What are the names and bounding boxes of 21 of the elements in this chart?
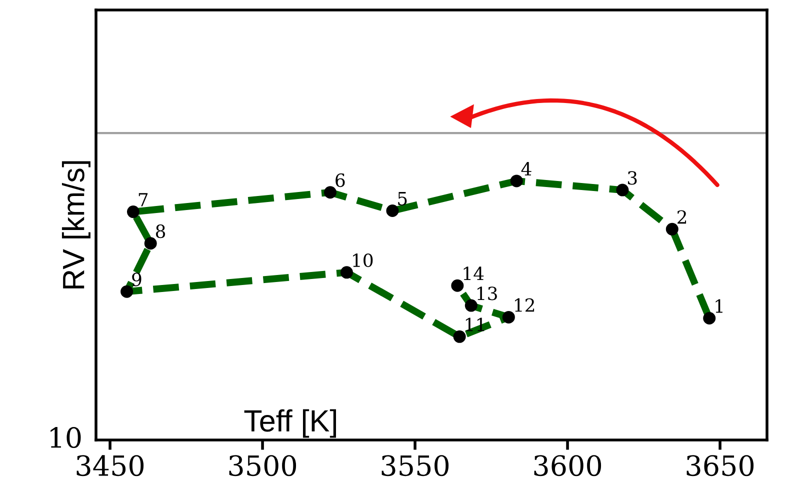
annotation: 5	[398, 192, 407, 206]
annotation: 1	[716, 299, 722, 313]
annotation: 8	[156, 224, 166, 238]
annotation: 3	[628, 171, 637, 185]
annotation: 7	[138, 193, 148, 206]
y-axis-title: RV [km/s]	[62, 161, 90, 288]
annotation: 12	[515, 298, 534, 312]
annotation: 13	[478, 286, 497, 300]
annotation: 10	[353, 253, 373, 268]
annotation: 14	[464, 266, 484, 280]
x-tick-label: 3450	[76, 455, 144, 476]
annotation: 9	[132, 272, 142, 286]
x-tick-label: 3600	[534, 455, 602, 476]
x-tick-label: 3500	[229, 455, 296, 476]
annotation: 2	[678, 210, 686, 224]
text: 10	[50, 427, 81, 448]
x-tick-label: 3650	[686, 455, 754, 476]
annotation: 6	[336, 173, 345, 188]
x-tick-label: 3550	[382, 455, 449, 476]
annotation: 4	[521, 162, 532, 176]
x-axis-title: Teff [K]	[244, 409, 336, 438]
